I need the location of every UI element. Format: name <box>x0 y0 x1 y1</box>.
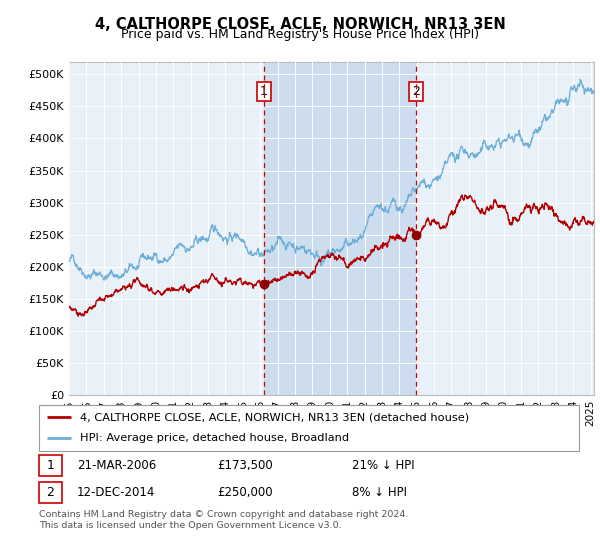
Text: 2: 2 <box>46 486 54 499</box>
Text: 2: 2 <box>412 85 420 98</box>
Text: 8% ↓ HPI: 8% ↓ HPI <box>352 486 407 499</box>
Bar <box>39 482 62 503</box>
Text: Price paid vs. HM Land Registry's House Price Index (HPI): Price paid vs. HM Land Registry's House … <box>121 28 479 41</box>
Text: £250,000: £250,000 <box>217 486 273 499</box>
Text: 12-DEC-2014: 12-DEC-2014 <box>77 486 155 499</box>
Text: 21% ↓ HPI: 21% ↓ HPI <box>352 459 415 472</box>
Text: 4, CALTHORPE CLOSE, ACLE, NORWICH, NR13 3EN (detached house): 4, CALTHORPE CLOSE, ACLE, NORWICH, NR13 … <box>79 412 469 422</box>
Text: 4, CALTHORPE CLOSE, ACLE, NORWICH, NR13 3EN: 4, CALTHORPE CLOSE, ACLE, NORWICH, NR13 … <box>95 17 505 32</box>
Bar <box>264 62 416 395</box>
Text: 1: 1 <box>260 85 268 98</box>
Text: £173,500: £173,500 <box>217 459 273 472</box>
Text: 21-MAR-2006: 21-MAR-2006 <box>77 459 156 472</box>
Text: HPI: Average price, detached house, Broadland: HPI: Average price, detached house, Broa… <box>79 433 349 444</box>
Text: 1: 1 <box>46 459 54 472</box>
Text: Contains HM Land Registry data © Crown copyright and database right 2024.
This d: Contains HM Land Registry data © Crown c… <box>39 510 409 530</box>
Bar <box>39 455 62 477</box>
